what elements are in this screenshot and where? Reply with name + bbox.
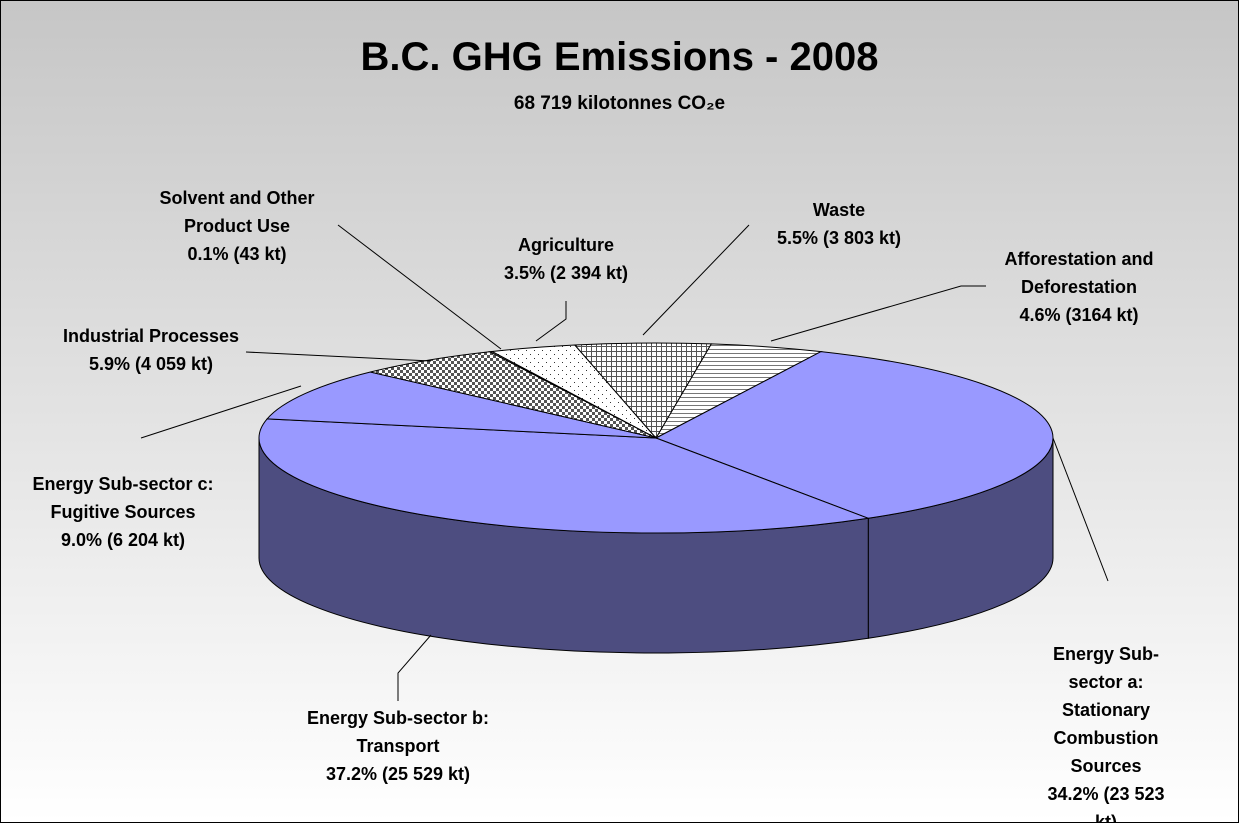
- slice: [258, 418, 871, 534]
- slice-label: Industrial Processes 5.9% (4 059 kt): [63, 322, 239, 378]
- slice-label: Energy Sub-sector c: Fugitive Sources 9.0…: [32, 470, 213, 554]
- category-label: Energy Sub-sector c: Fugitive Sources: [32, 474, 214, 522]
- slice-label: Agriculture 3.5% (2 394 kt): [504, 231, 628, 287]
- leader-line: [642, 224, 750, 336]
- slice-label: Energy Sub-sector b: Transport 37.2% (25 …: [307, 704, 489, 788]
- value-label: 34.2% (23 523 kt): [1047, 784, 1165, 823]
- leader-line: [397, 634, 432, 701]
- value-label: 37.2% (25 529 kt): [325, 764, 471, 784]
- category-label: Agriculture: [517, 235, 615, 255]
- value-label: 5.5% (3 803 kt): [776, 228, 902, 248]
- leader-line: [337, 224, 502, 350]
- slice: [573, 342, 713, 439]
- slice-label: Afforestation and Deforestation 4.6% (316…: [1004, 245, 1153, 329]
- leader-line: [770, 285, 986, 342]
- category-label: Industrial Processes: [62, 326, 240, 346]
- leader-line: [245, 351, 432, 362]
- slice-label: Waste 5.5% (3 803 kt): [777, 196, 901, 252]
- slice-label: Energy Sub-sector a: Stationary Combusti…: [1040, 640, 1172, 823]
- slice: [266, 371, 657, 439]
- chart-title: B.C. GHG Emissions - 2008: [360, 35, 879, 79]
- category-label: Energy Sub-sector b: Transport: [306, 708, 490, 756]
- value-label: 9.0% (6 204 kt): [60, 530, 186, 550]
- category-label: Energy Sub-sector a: Stationary Combusti…: [1052, 644, 1159, 776]
- slice-label: Solvent and Other Product Use 0.1% (43 kt…: [159, 184, 314, 268]
- leader-line: [1052, 437, 1109, 582]
- category-label: Afforestation and Deforestation: [1004, 249, 1154, 297]
- value-label: 5.9% (4 059 kt): [88, 354, 214, 374]
- value-label: 0.1% (43 kt): [187, 244, 287, 264]
- leader-line: [140, 385, 302, 439]
- chart-subtitle: 68 719 kilotonnes CO₂e: [513, 93, 726, 114]
- value-label: 3.5% (2 394 kt): [503, 263, 629, 283]
- category-label: Solvent and Other Product Use: [159, 188, 315, 236]
- value-label: 4.6% (3164 kt): [1019, 305, 1139, 325]
- slice: [654, 351, 1054, 519]
- category-label: Waste: [812, 200, 866, 220]
- leader-line: [535, 301, 567, 342]
